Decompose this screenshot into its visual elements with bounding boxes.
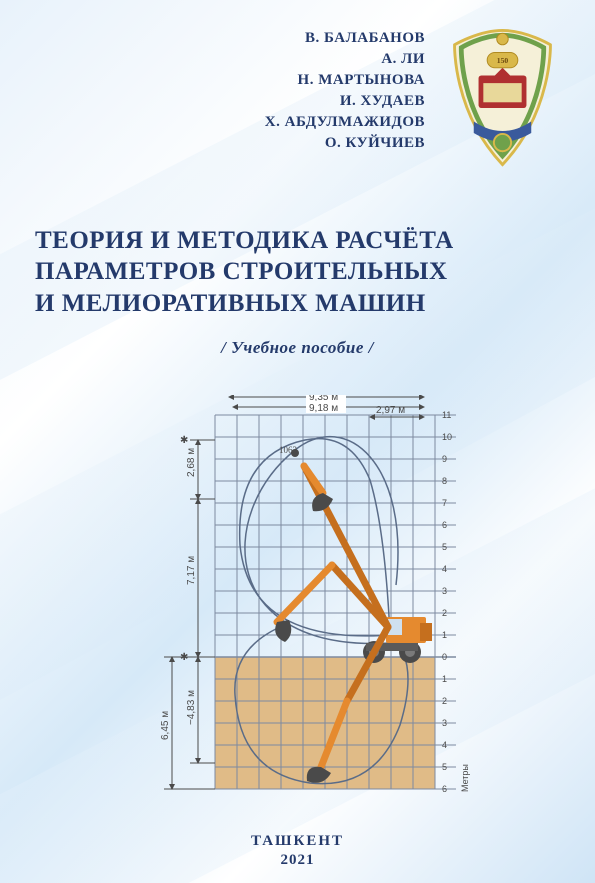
dim-label: 2,68 м xyxy=(186,448,197,477)
svg-text:11: 11 xyxy=(442,410,451,420)
author: А. ЛИ xyxy=(265,51,425,68)
author-list: В. БАЛАБАНОВ А. ЛИ Н. МАРТЫНОВА И. ХУДАЕ… xyxy=(265,30,425,156)
svg-text:150: 150 xyxy=(497,56,509,65)
author: О. КУЙЧИЕВ xyxy=(265,135,425,152)
title-line: ПАРАМЕТРОВ СТРОИТЕЛЬНЫХ xyxy=(35,256,560,287)
dim-label: 6,45 м xyxy=(160,711,171,740)
svg-text:✱: ✱ xyxy=(180,435,188,446)
svg-text:1: 1 xyxy=(442,630,447,640)
title-line: И МЕЛИОРАТИВНЫХ МАШИН xyxy=(35,288,560,319)
svg-text:0: 0 xyxy=(442,652,447,662)
svg-text:4: 4 xyxy=(442,740,447,750)
y-axis-label: Метры xyxy=(460,764,470,792)
svg-text:10: 10 xyxy=(442,432,452,442)
excavator-range-diagram: 1063 11 10 9 8 7 6 5 4 3 2 1 0 1 2 3 xyxy=(90,395,505,795)
subtitle: / Учебное пособие / xyxy=(35,337,560,358)
svg-text:✱: ✱ xyxy=(180,652,188,663)
svg-text:3: 3 xyxy=(442,718,447,728)
point-label: 1063 xyxy=(279,445,298,455)
svg-text:2: 2 xyxy=(442,608,447,618)
dim-label: 2,97 м xyxy=(376,405,405,416)
university-crest-icon: 150 xyxy=(445,25,560,170)
author: Х. АБДУЛМАЖИДОВ xyxy=(265,114,425,131)
book-title: ТЕОРИЯ И МЕТОДИКА РАСЧЁТА ПАРАМЕТРОВ СТР… xyxy=(35,225,560,358)
publisher-city: ТАШКЕНТ xyxy=(0,833,595,850)
author: Н. МАРТЫНОВА xyxy=(265,72,425,89)
svg-text:5: 5 xyxy=(442,762,447,772)
title-line: ТЕОРИЯ И МЕТОДИКА РАСЧЁТА xyxy=(35,225,560,256)
svg-text:3: 3 xyxy=(442,586,447,596)
svg-text:4: 4 xyxy=(442,564,447,574)
svg-text:5: 5 xyxy=(442,542,447,552)
svg-text:6: 6 xyxy=(442,520,447,530)
svg-text:2: 2 xyxy=(442,696,447,706)
svg-text:1: 1 xyxy=(442,674,447,684)
dim-label: 9,18 м xyxy=(309,403,338,414)
dim-label: −4,83 м xyxy=(186,690,197,725)
svg-text:6: 6 xyxy=(442,784,447,794)
author: И. ХУДАЕВ xyxy=(265,93,425,110)
svg-text:9: 9 xyxy=(442,454,447,464)
publication-year: 2021 xyxy=(0,852,595,869)
svg-text:7: 7 xyxy=(442,498,447,508)
author: В. БАЛАБАНОВ xyxy=(265,30,425,47)
svg-text:8: 8 xyxy=(442,476,447,486)
imprint: ТАШКЕНТ 2021 xyxy=(0,833,595,869)
dim-label: 7,17 м xyxy=(186,556,197,585)
